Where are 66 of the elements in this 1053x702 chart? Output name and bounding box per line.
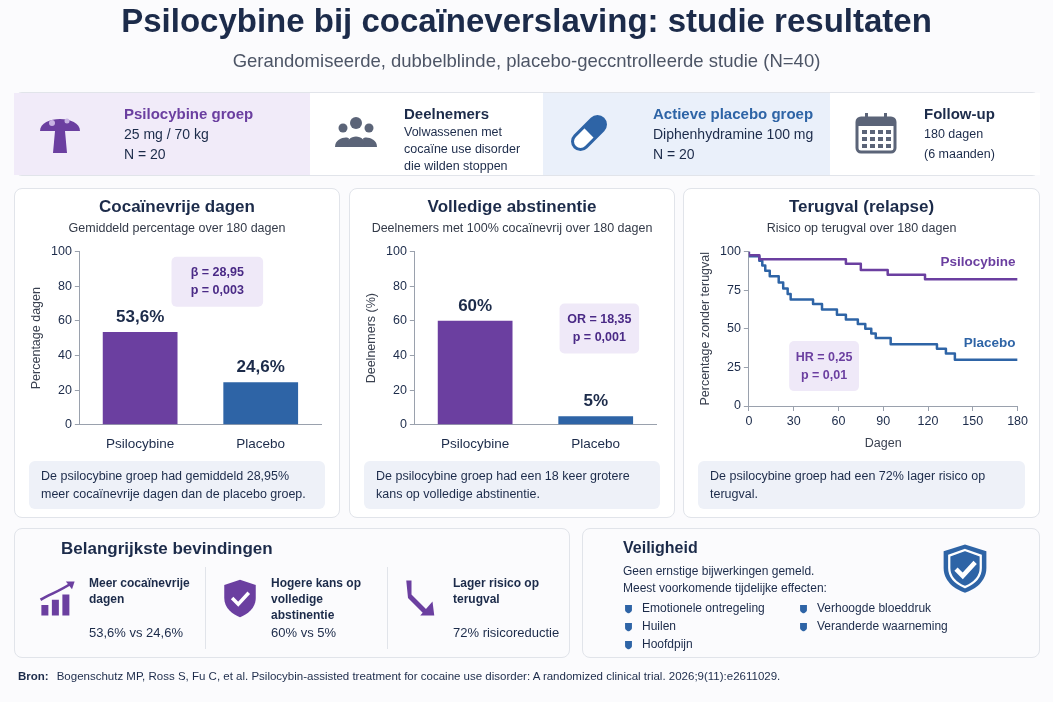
y-tick-label: 60 <box>392 313 407 328</box>
text: Psilocybine bij cocaïneverslaving: studie resultaten <box>120 2 933 40</box>
text: Geen ernstige bijwerkingen gemeld. Meest voorkomende tijdelijke effecten: <box>623 563 827 597</box>
x-tick-label: 0 <box>745 413 753 428</box>
text: Psilocybine groep 25 mg / 70 kg N = 20 <box>124 104 254 164</box>
x-tick-label: 30 <box>786 413 801 428</box>
y-tick-label: 100 <box>386 243 407 258</box>
y-tick-label: 80 <box>57 278 72 293</box>
data-label: 53,6% <box>116 307 165 327</box>
annotation: β = 28,95 p = 0,003 <box>190 265 244 298</box>
x-tick-label: 60 <box>831 413 846 428</box>
data-label: 5% <box>583 391 608 411</box>
series-label: Placebo <box>963 334 1016 350</box>
x-tick-label: 120 <box>917 413 939 428</box>
text: Gerandomiseerde, dubbelblinde, placebo-geccntrolleerde studie (N=40) <box>231 50 822 72</box>
chart-title: Terugval (relapse) <box>787 197 936 217</box>
text: Veranderde waarneming <box>816 619 948 633</box>
text: De psilocybine groep had een 18 keer grotere kans op volledige abstinentie. <box>364 461 660 509</box>
data-label: 60% <box>458 296 493 316</box>
series-label: Psilocybine <box>940 254 1017 270</box>
y-axis-title: Percentage dagen <box>28 287 43 390</box>
y-axis-title: Percentage zonder terugval <box>697 251 712 406</box>
data-label: 24,6% <box>236 357 285 377</box>
y-tick-label: 60 <box>57 313 72 328</box>
chart-subtitle: Gemiddeld percentage over 180 dagen <box>67 221 287 235</box>
y-axis-title: Deelnemers (%) <box>363 292 378 384</box>
chart-title: Cocaïnevrije dagen <box>98 197 256 217</box>
text: Meer cocaïnevrije dagen 53,6% vs 24,6% <box>89 576 190 640</box>
text: Emotionele ontregeling <box>641 601 765 615</box>
y-tick-label: 0 <box>733 398 741 413</box>
y-tick-label: 40 <box>392 347 407 362</box>
chart-title: Volledige abstinentie <box>426 197 598 217</box>
text: De psilocybine groep had gemiddeld 28,95% meer cocaïnevrije dagen dan de placebo groep. <box>29 461 325 509</box>
y-tick-label: 20 <box>57 382 72 397</box>
text: Lager risico op terugval 72% risicoreductie <box>453 576 560 640</box>
text: Hoofdpijn <box>641 637 693 651</box>
text: De psilocybine groep had een 72% lager risico op terugval. <box>698 461 1025 509</box>
text: Huilen <box>641 619 677 633</box>
text: Hogere kans op volledige abstinentie 60% vs 5% <box>271 575 363 640</box>
y-tick-label: 80 <box>392 278 407 293</box>
text: Belangrijkste bevindingen <box>61 539 273 559</box>
x-tick-label: Placebo <box>236 435 286 451</box>
text: Follow-up 180 dagen (6 maanden) <box>924 104 995 163</box>
y-tick-label: 40 <box>57 347 72 362</box>
y-tick-label: 50 <box>726 321 741 336</box>
x-tick-label: Psilocybine <box>105 435 175 451</box>
text: Veiligheid <box>623 539 698 557</box>
annotation: HR = 0,25 p = 0,01 <box>795 349 853 382</box>
x-tick-label: Psilocybine <box>440 435 510 451</box>
annotation: OR = 18,35 p = 0,001 <box>567 311 632 344</box>
chart-subtitle: Risico op terugval over 180 dagen <box>765 221 958 235</box>
text: Actieve placebo groep Diphenhydramine 100 mg N = 20 <box>653 104 814 164</box>
x-tick-label: 90 <box>876 413 891 428</box>
x-tick-label: 150 <box>962 413 984 428</box>
y-tick-label: 25 <box>726 359 741 374</box>
y-tick-label: 75 <box>726 282 741 297</box>
chart-subtitle: Deelnemers met 100% cocaïnevrij over 180 dagen <box>370 221 654 235</box>
y-tick-label: 100 <box>720 243 741 258</box>
text: Verhoogde bloeddruk <box>816 601 932 615</box>
x-tick-label: 180 <box>1007 413 1029 428</box>
y-tick-label: 100 <box>51 243 72 258</box>
text: Bron: Bogenschutz MP, Ross S, Fu C, et al. Psilocybin-assisted treatment for cocaine use disorder: A randomized clinical trial. 2026;9(11):e2611029. <box>18 670 781 682</box>
x-axis-title: Dagen <box>864 435 902 450</box>
text: Deelnemers Volwassenen met cocaïne use disorder die wilden stoppen <box>404 104 521 175</box>
y-tick-label: 20 <box>392 382 407 397</box>
x-tick-label: Placebo <box>571 435 621 451</box>
